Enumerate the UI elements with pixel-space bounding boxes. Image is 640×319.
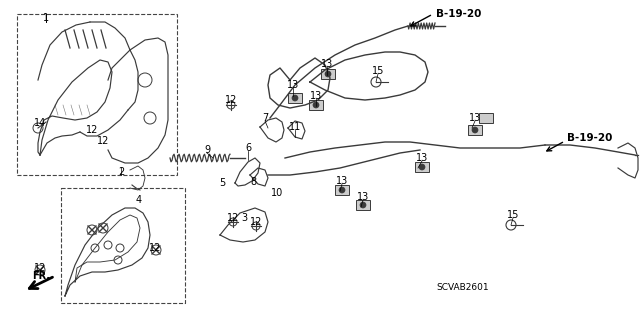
Text: 12: 12 bbox=[250, 217, 262, 227]
Text: SCVAB2601: SCVAB2601 bbox=[436, 284, 490, 293]
Circle shape bbox=[360, 202, 366, 208]
Circle shape bbox=[325, 71, 331, 77]
Text: 12: 12 bbox=[225, 95, 237, 105]
Text: 9: 9 bbox=[204, 145, 210, 155]
Text: 7: 7 bbox=[262, 113, 268, 123]
Bar bbox=[17, 14, 177, 175]
Text: 15: 15 bbox=[507, 210, 519, 220]
Bar bbox=[335, 185, 349, 195]
Circle shape bbox=[292, 95, 298, 101]
Text: 13: 13 bbox=[287, 80, 299, 90]
Bar bbox=[468, 125, 482, 135]
Text: FR.: FR. bbox=[32, 271, 50, 281]
Text: 13: 13 bbox=[336, 176, 348, 186]
Bar bbox=[356, 200, 370, 210]
Circle shape bbox=[419, 164, 425, 170]
Bar bbox=[309, 100, 323, 110]
Bar bbox=[288, 93, 302, 103]
Text: 5: 5 bbox=[219, 178, 225, 188]
Text: 6: 6 bbox=[245, 143, 251, 153]
Circle shape bbox=[313, 102, 319, 108]
Text: 13: 13 bbox=[321, 59, 333, 69]
Circle shape bbox=[339, 187, 345, 193]
Text: B-19-20: B-19-20 bbox=[567, 133, 612, 143]
Text: 13: 13 bbox=[416, 153, 428, 163]
Text: 12: 12 bbox=[34, 263, 46, 273]
Text: 12: 12 bbox=[149, 243, 161, 253]
Text: 13: 13 bbox=[469, 113, 481, 123]
Text: 13: 13 bbox=[310, 91, 322, 101]
Text: B-19-20: B-19-20 bbox=[436, 9, 481, 19]
Text: 3: 3 bbox=[241, 213, 247, 223]
Text: 12: 12 bbox=[97, 136, 109, 146]
Text: 8: 8 bbox=[250, 177, 256, 187]
Text: 12: 12 bbox=[227, 213, 239, 223]
Text: 13: 13 bbox=[357, 192, 369, 202]
Text: 1: 1 bbox=[43, 13, 49, 23]
Bar bbox=[61, 188, 185, 303]
Text: 14: 14 bbox=[34, 118, 46, 128]
Text: 15: 15 bbox=[372, 66, 384, 76]
Bar bbox=[321, 69, 335, 79]
Text: 10: 10 bbox=[271, 188, 283, 198]
Text: 2: 2 bbox=[118, 167, 124, 177]
Text: 4: 4 bbox=[136, 195, 142, 205]
Bar bbox=[415, 162, 429, 172]
Circle shape bbox=[472, 127, 478, 133]
Text: 12: 12 bbox=[86, 125, 98, 135]
Bar bbox=[479, 113, 493, 123]
Text: 11: 11 bbox=[289, 122, 301, 132]
